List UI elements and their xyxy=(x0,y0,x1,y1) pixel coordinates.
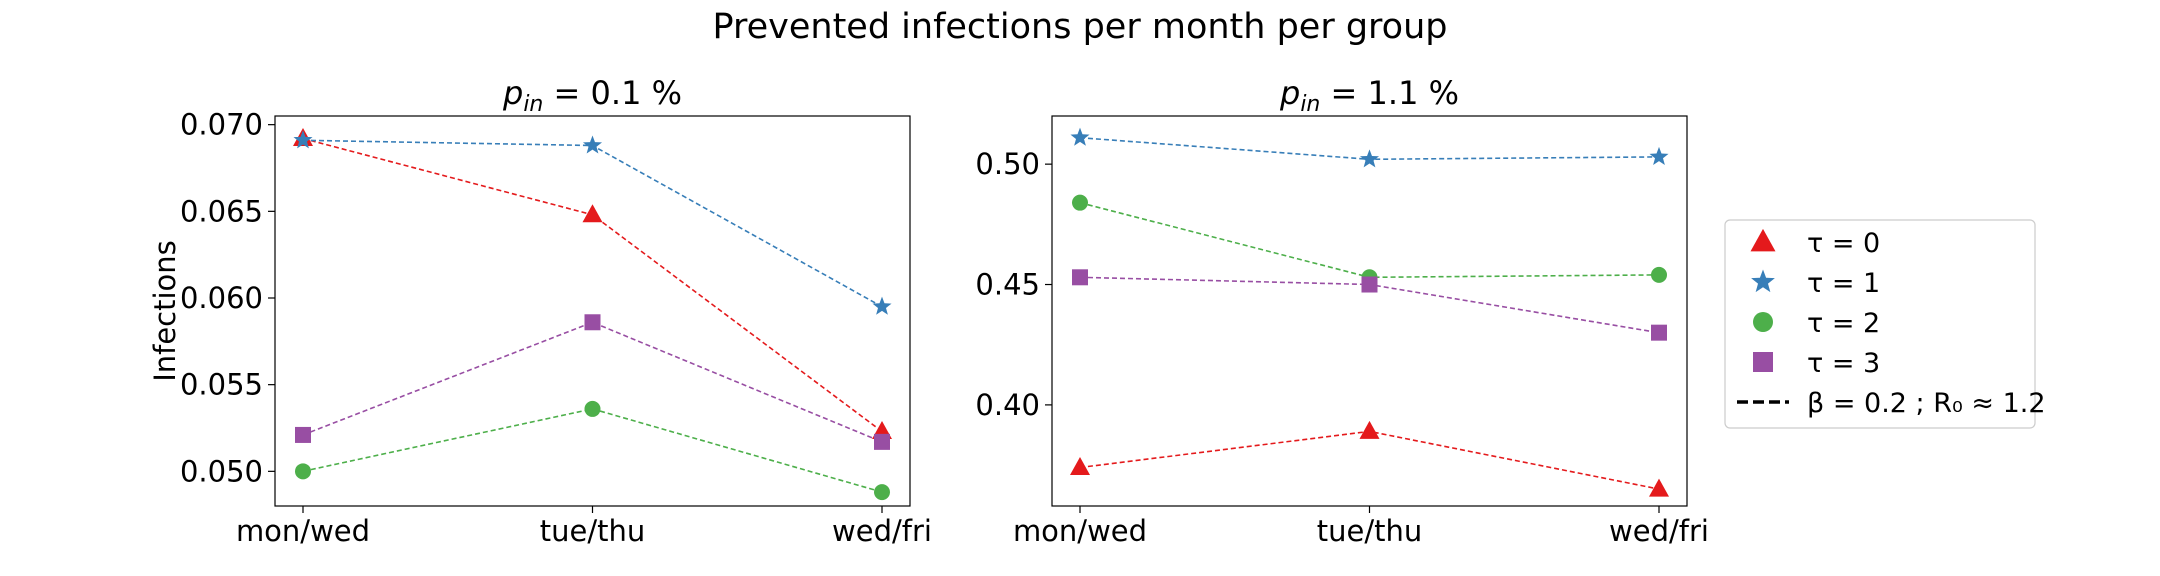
y-tick-label: 0.055 xyxy=(180,368,263,402)
data-point-tau-1-wed-fri xyxy=(1649,146,1669,166)
data-point-tau-2-wed-fri xyxy=(874,484,890,501)
plot-frame xyxy=(1051,115,1688,507)
series-line-tau-2 xyxy=(302,408,883,493)
x-tick-label: tue/thu xyxy=(1317,514,1423,548)
data-point-tau-3-tue-thu xyxy=(1361,276,1378,293)
data-point-tau-1-wed-fri xyxy=(872,296,892,315)
data-point-tau-0-wed-fri xyxy=(1649,478,1669,497)
data-point-tau-1-mon-wed xyxy=(1070,127,1090,146)
panel-title: pin = 0.1 % xyxy=(502,74,682,117)
y-tick-label: 0.40 xyxy=(975,388,1040,422)
y-tick-label: 0.065 xyxy=(180,194,263,228)
data-point-tau-2-wed-fri xyxy=(1651,266,1667,283)
data-point-tau-0-tue-thu xyxy=(1359,420,1380,439)
panel-title-sub: in xyxy=(523,92,543,117)
legend-marker-star xyxy=(1751,269,1775,293)
legend: τ = 0 τ = 1 τ = 2 τ = 3 β = 0.2 ; R₀ ≈ 1.2 xyxy=(1724,219,2046,429)
panels: pin = 0.1 %0.0500.0550.0600.0650.070mon/… xyxy=(148,74,1709,548)
data-point-tau-3-wed-fri xyxy=(1651,324,1667,341)
series-line-tau-1 xyxy=(302,139,883,308)
panel-title: pin = 1.1 % xyxy=(1279,74,1459,117)
data-point-tau-0-mon-wed xyxy=(1070,456,1090,475)
data-point-tau-2-mon-wed xyxy=(1072,194,1088,211)
legend-label: τ = 1 xyxy=(1807,268,1880,299)
legend-label: β = 0.2 ; R₀ ≈ 1.2 xyxy=(1807,388,2046,419)
x-tick-label: tue/thu xyxy=(540,514,646,548)
series-line-tau-0 xyxy=(1079,430,1660,490)
legend-label: τ = 3 xyxy=(1807,348,1880,379)
data-point-tau-3-tue-thu xyxy=(584,314,601,331)
panel-2: pin = 1.1 % 0.40 0.45 0.50 mon/wed tue/thu wed… xyxy=(975,74,1709,548)
panel-title-rest: = 0.1 % xyxy=(543,74,682,112)
series-line-tau-0 xyxy=(302,137,883,433)
data-point-tau-3-mon-wed xyxy=(1072,269,1088,286)
x-tick-label: wed/fri xyxy=(1609,514,1709,548)
series-line-tau-2 xyxy=(1079,201,1660,279)
x-tick-label: mon/wed xyxy=(236,514,370,548)
data-point-tau-3-wed-fri xyxy=(874,433,890,450)
panel-1: pin = 0.1 % 0.050 0.055 0.060 0.065 0.070 mon/… xyxy=(148,74,932,548)
legend-label: τ = 0 xyxy=(1807,228,1880,259)
legend-marker-circle xyxy=(1753,312,1773,332)
data-point-tau-3-mon-wed xyxy=(295,426,311,443)
panel-title-rest: = 1.1 % xyxy=(1320,74,1459,112)
x-tick-label: mon/wed xyxy=(1013,514,1147,548)
plot-frame xyxy=(274,115,911,507)
data-point-tau-1-tue-thu xyxy=(1359,149,1380,168)
y-axis-label: Infections xyxy=(148,240,182,382)
y-tick-label: 0.50 xyxy=(975,147,1040,181)
panel-title-sub: in xyxy=(1300,92,1320,117)
y-tick-label: 0.070 xyxy=(180,108,263,142)
legend-marker-triangle xyxy=(1750,228,1776,252)
series-line-tau-3 xyxy=(302,321,883,443)
panel-title-var: p xyxy=(502,74,523,112)
data-point-tau-0-tue-thu xyxy=(582,204,603,223)
data-point-tau-2-tue-thu xyxy=(584,400,601,417)
data-point-tau-1-mon-wed xyxy=(293,130,313,149)
panel-title-var: p xyxy=(1279,74,1300,112)
data-point-tau-2-mon-wed xyxy=(295,463,311,480)
legend-box xyxy=(1724,219,2036,429)
y-tick-label: 0.050 xyxy=(180,454,263,488)
y-tick-label: 0.060 xyxy=(180,281,263,315)
legend-label: τ = 2 xyxy=(1807,308,1880,339)
x-tick-label: wed/fri xyxy=(832,514,932,548)
legend-marker-square xyxy=(1753,352,1773,372)
data-point-tau-1-tue-thu xyxy=(582,135,603,154)
y-tick-label: 0.45 xyxy=(975,268,1040,302)
figure-title: Prevented infections per month per group xyxy=(713,7,1448,47)
